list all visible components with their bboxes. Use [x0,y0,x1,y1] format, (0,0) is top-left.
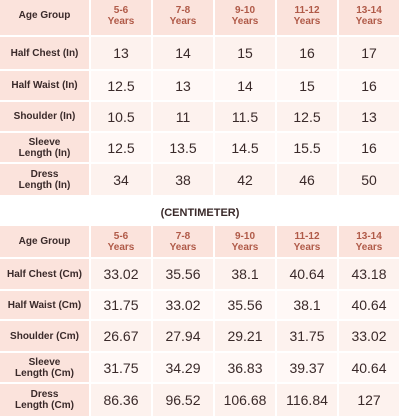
column-header: 13-14 Years [338,226,400,259]
cell: 16 [338,70,400,102]
cell: 106.68 [214,383,277,418]
row-label: Half Waist (In) [0,70,91,102]
table-row: Shoulder (In) 10.5 11 11.5 12.5 13 [0,101,400,133]
cell: 96.52 [152,383,215,418]
column-header: 5-6 Years [90,0,153,37]
cell: 31.75 [90,352,153,384]
cell: 31.75 [276,320,339,353]
cell: 36.83 [214,352,277,384]
cell: 15 [214,36,277,71]
header-row: Age Group 5-6 Years 7-8 Years 9-10 Years 11-… [0,226,400,259]
cell: 14 [152,36,215,71]
cell: 38.1 [276,290,339,321]
cell: 40.64 [276,258,339,291]
table-row: Half Chest (Cm) 33.02 35.56 38.1 40.64 43.18 [0,258,400,291]
cell: 13.5 [152,132,215,164]
cell: 16 [276,36,339,71]
cell: 35.56 [214,290,277,321]
table-row: Half Waist (In) 12.5 13 14 15 16 [0,70,400,102]
column-header: 7-8 Years [152,226,215,259]
cell: 12.5 [276,101,339,133]
cell: 86.36 [90,383,153,418]
row-label: Dress Length (Cm) [0,383,91,418]
cell: 13 [90,36,153,71]
cell: 26.67 [90,320,153,353]
row-label: Sleeve Length (In) [0,132,91,164]
cell: 33.02 [90,258,153,291]
row-label: Half Chest (In) [0,36,91,71]
column-header: 11-12 Years [276,0,339,37]
column-header: 11-12 Years [276,226,339,259]
row-label: Shoulder (In) [0,101,91,133]
cell: 16 [338,132,400,164]
cell: 12.5 [90,70,153,102]
cell: 33.02 [338,320,400,353]
row-label: Sleeve Length (Cm) [0,352,91,384]
cell: 43.18 [338,258,400,291]
column-header: 5-6 Years [90,226,153,259]
table-row: Sleeve Length (In) 12.5 13.5 14.5 15.5 16 [0,132,400,164]
cell: 38.1 [214,258,277,291]
table-row: Dress Length (In) 34 38 42 46 50 [0,163,400,197]
table-row: Half Chest (In) 13 14 15 16 17 [0,36,400,71]
table-row: Shoulder (Cm) 26.67 27.94 29.21 31.75 33.02 [0,320,400,353]
cell: 17 [338,36,400,71]
cell: 34.29 [152,352,215,384]
cell: 10.5 [90,101,153,133]
header-row: Age Group 5-6 Years 7-8 Years 9-10 Years 11-… [0,0,400,37]
cell: 39.37 [276,352,339,384]
column-header: 9-10 Years [214,0,277,37]
cell: 33.02 [152,290,215,321]
cell: 14 [214,70,277,102]
cell: 42 [214,163,277,197]
size-table: Age Group 5-6 Years 7-8 Years 9-10 Years 11-… [0,0,400,197]
row-label: Half Chest (Cm) [0,258,91,291]
cell: 38 [152,163,215,197]
cell: 31.75 [90,290,153,321]
table-row: Half Waist (Cm) 31.75 33.02 35.56 38.1 40.64 [0,290,400,321]
table-row: Sleeve Length (Cm) 31.75 34.29 36.83 39.37 40… [0,352,400,384]
corner-header: Age Group [0,0,91,37]
column-header: 7-8 Years [152,0,215,37]
cell: 116.84 [276,383,339,418]
row-label: Dress Length (In) [0,163,91,197]
table-row: Dress Length (Cm) 86.36 96.52 106.68 116.84 1… [0,383,400,418]
cell: 29.21 [214,320,277,353]
column-header: 13-14 Years [338,0,400,37]
cell: 27.94 [152,320,215,353]
cell: 13 [338,101,400,133]
cell: 15 [276,70,339,102]
cell: 40.64 [338,290,400,321]
cell: 127 [338,383,400,418]
cell: 14.5 [214,132,277,164]
cell: 11 [152,101,215,133]
corner-header: Age Group [0,226,91,259]
table-title: (CENTIMETER) [160,207,240,219]
column-header: 9-10 Years [214,226,277,259]
cell: 11.5 [214,101,277,133]
cell: 13 [152,70,215,102]
cell: 12.5 [90,132,153,164]
cell: 46 [276,163,339,197]
cell: 34 [90,163,153,197]
cell: 40.64 [338,352,400,384]
cell: 50 [338,163,400,197]
row-label: Half Waist (Cm) [0,290,91,321]
title-band [0,201,400,223]
row-label: Shoulder (Cm) [0,320,91,353]
cell: 15.5 [276,132,339,164]
cell: 35.56 [152,258,215,291]
size-table: Age Group 5-6 Years 7-8 Years 9-10 Years 11-… [0,226,400,418]
